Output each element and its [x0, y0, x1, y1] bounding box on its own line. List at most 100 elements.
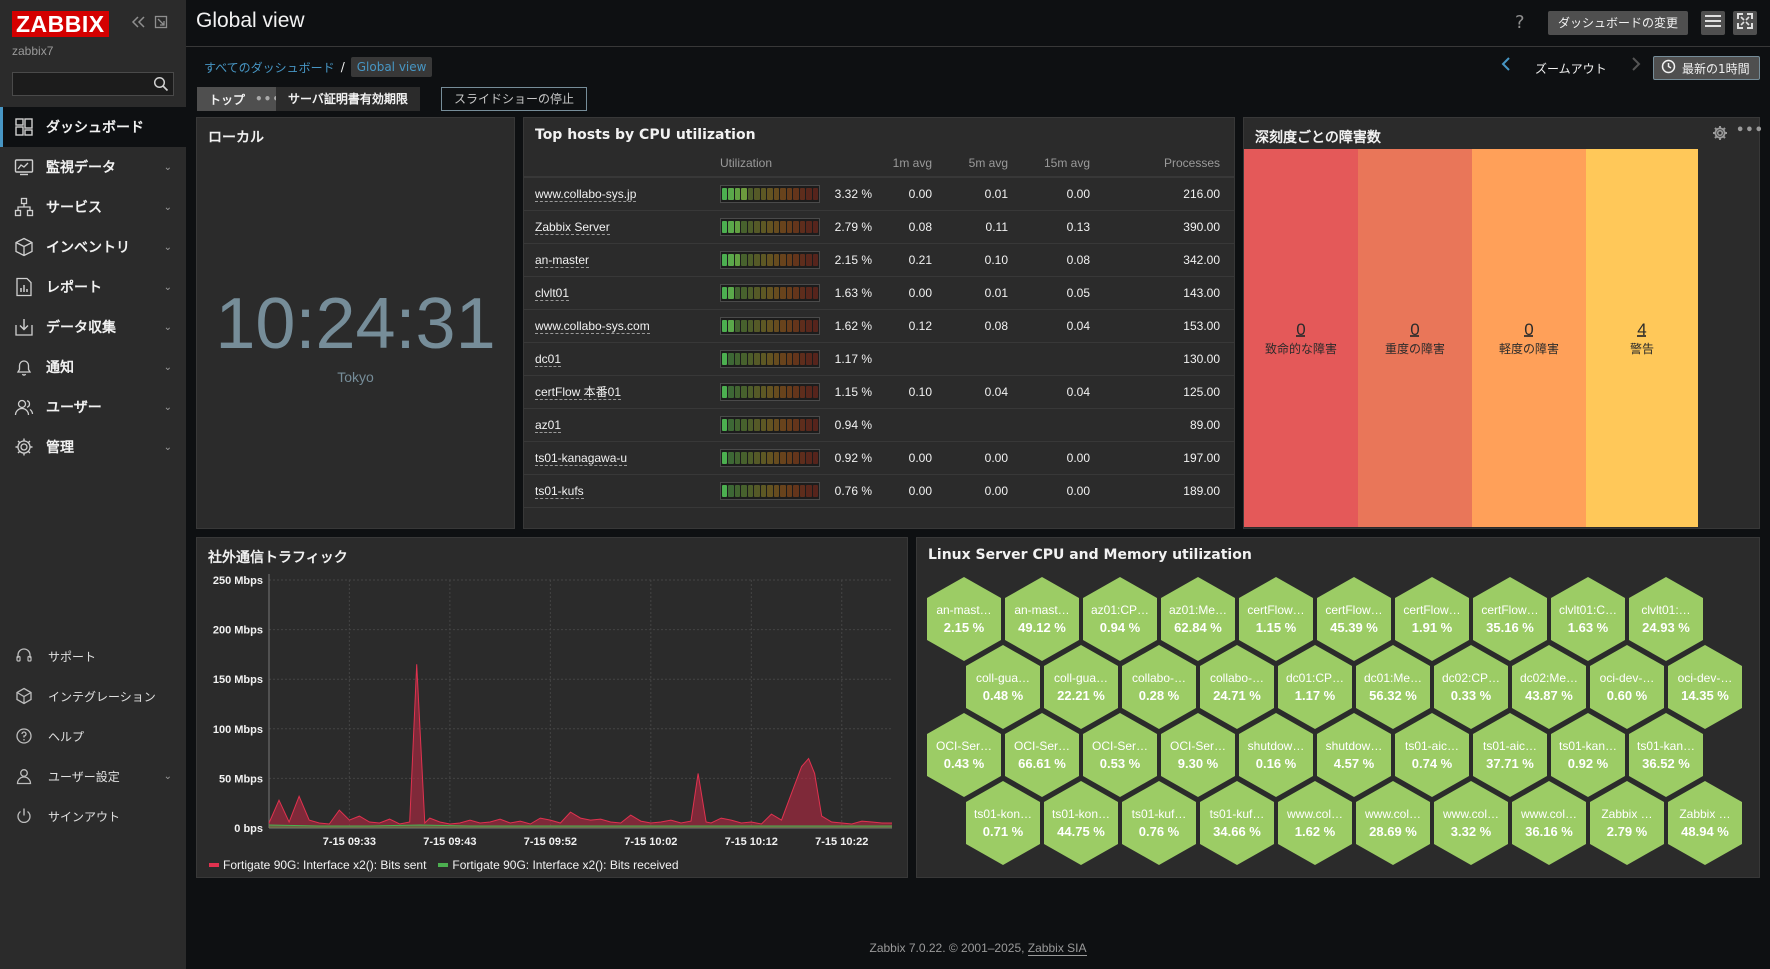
honeycomb-cell[interactable]: www.col… 36.16 % — [1512, 781, 1586, 865]
honeycomb-cell[interactable]: collabo-… 0.28 % — [1122, 645, 1196, 729]
breadcrumb-all-dashboards[interactable]: すべてのダッシュボード — [204, 60, 335, 75]
honeycomb-cell[interactable]: certFlow… 35.16 % — [1473, 577, 1547, 661]
help-icon[interactable]: ? — [1515, 12, 1525, 33]
severity-count[interactable]: 0 — [1296, 319, 1306, 339]
footer-link[interactable]: Zabbix SIA — [1027, 941, 1087, 956]
host-cell[interactable]: www.collabo-sys.jp — [524, 177, 720, 211]
honeycomb-cell[interactable]: dc01:Me… 56.32 % — [1356, 645, 1430, 729]
honeycomb-cell[interactable]: coll-gua… 0.48 % — [966, 645, 1040, 729]
honeycomb-cell[interactable]: Zabbix … 2.79 % — [1590, 781, 1664, 865]
honeycomb-cell[interactable]: clvlt01:… 24.93 % — [1629, 577, 1703, 661]
honeycomb-cell[interactable]: certFlow… 1.15 % — [1239, 577, 1313, 661]
host-name[interactable]: dc01 — [535, 351, 562, 367]
host-cell[interactable]: www.collabo-sys.com — [524, 309, 720, 343]
zabbix-logo[interactable]: ZABBIX — [12, 11, 109, 37]
host-cell[interactable]: az01 — [524, 408, 720, 442]
menu-item-monitoring[interactable]: 監視データ ⌄ — [0, 147, 186, 187]
host-name[interactable]: www.collabo-sys.com — [535, 318, 650, 334]
host-name[interactable]: www.collabo-sys.jp — [535, 186, 637, 202]
menu-item-inventory[interactable]: インベントリ ⌄ — [0, 227, 186, 267]
honeycomb-cell[interactable]: ts01-kan… 36.52 % — [1629, 713, 1703, 797]
host-name[interactable]: an-master — [535, 252, 590, 268]
honeycomb-cell[interactable]: collabo-… 24.71 % — [1200, 645, 1274, 729]
edit-dashboard-button[interactable]: ダッシュボードの変更 — [1548, 11, 1689, 35]
time-next-icon[interactable] — [1630, 56, 1642, 76]
stop-slideshow-button[interactable]: スライドショーの停止 — [441, 87, 588, 111]
honeycomb-cell[interactable]: Zabbix … 48.94 % — [1668, 781, 1742, 865]
menu-item-user-settings[interactable]: ユーザー設定 ⌄ — [0, 756, 186, 796]
severity-tile[interactable]: 0 重度の障害 — [1358, 149, 1472, 527]
menu-item-integrations[interactable]: インテグレーション — [0, 676, 186, 716]
honeycomb-cell[interactable]: OCI-Ser… 0.43 % — [927, 713, 1001, 797]
honeycomb-cell[interactable]: www.col… 3.32 % — [1434, 781, 1508, 865]
breadcrumb-current[interactable]: Global view — [350, 57, 433, 77]
menu-item-users[interactable]: ユーザー ⌄ — [0, 387, 186, 427]
honeycomb-cell[interactable]: certFlow… 45.39 % — [1317, 577, 1391, 661]
tab-menu-icon[interactable]: ••• — [255, 92, 282, 106]
honeycomb-cell[interactable]: dc01:CP… 1.17 % — [1278, 645, 1352, 729]
severity-count[interactable]: 0 — [1524, 319, 1534, 339]
host-cell[interactable]: dc01 — [524, 342, 720, 376]
honeycomb-cell[interactable]: clvlt01:C… 1.63 % — [1551, 577, 1625, 661]
honeycomb-cell[interactable]: ts01-kuf… 0.76 % — [1122, 781, 1196, 865]
time-prev-icon[interactable] — [1500, 56, 1512, 76]
menu-item-reports[interactable]: レポート ⌄ — [0, 267, 186, 307]
honeycomb-cell[interactable]: oci-dev-… 14.35 % — [1668, 645, 1742, 729]
host-cell[interactable]: Zabbix Server — [524, 210, 720, 244]
host-name[interactable]: az01 — [535, 417, 562, 433]
honeycomb-cell[interactable]: ts01-kuf… 34.66 % — [1200, 781, 1274, 865]
gear-icon[interactable] — [1712, 125, 1728, 145]
honeycomb-cell[interactable]: coll-gua… 22.21 % — [1044, 645, 1118, 729]
search-icon[interactable] — [153, 76, 169, 92]
host-cell[interactable]: an-master — [524, 243, 720, 277]
honeycomb-cell[interactable]: an-mast… 2.15 % — [927, 577, 1001, 661]
menu-item-administration[interactable]: 管理 ⌄ — [0, 427, 186, 467]
honeycomb-cell[interactable]: shutdow… 0.16 % — [1239, 713, 1313, 797]
honeycomb-cell[interactable]: ts01-aic… 37.71 % — [1473, 713, 1547, 797]
honeycomb-cell[interactable]: certFlow… 1.91 % — [1395, 577, 1469, 661]
honeycomb-cell[interactable]: az01:Me… 62.84 % — [1161, 577, 1235, 661]
menu-item-support[interactable]: サポート — [0, 636, 186, 676]
tab-top[interactable]: トップ ••• — [197, 87, 290, 111]
honeycomb-cell[interactable]: oci-dev-… 0.60 % — [1590, 645, 1664, 729]
host-cell[interactable]: ts01-kufs — [524, 474, 720, 508]
host-cell[interactable]: ts01-kanagawa-u — [524, 441, 720, 475]
honeycomb-cell[interactable]: OCI-Ser… 66.61 % — [1005, 713, 1079, 797]
host-name[interactable]: ts01-kufs — [535, 483, 584, 499]
widget-menu-icon[interactable]: ••• — [1736, 123, 1764, 138]
kiosk-sidebar-icon[interactable] — [154, 15, 168, 33]
severity-count[interactable]: 0 — [1410, 319, 1420, 339]
host-name[interactable]: Zabbix Server — [535, 219, 610, 235]
zoom-out-button[interactable]: ズームアウト — [1535, 62, 1607, 76]
host-name[interactable]: clvlt01 — [535, 285, 570, 301]
severity-count[interactable]: 4 — [1637, 319, 1647, 339]
menu-item-sign-out[interactable]: サインアウト — [0, 796, 186, 836]
search-input[interactable] — [12, 72, 174, 96]
honeycomb-cell[interactable]: dc02:Me… 43.87 % — [1512, 645, 1586, 729]
severity-tile[interactable]: 0 致命的な障害 — [1244, 149, 1358, 527]
honeycomb-cell[interactable]: ts01-kon… 44.75 % — [1044, 781, 1118, 865]
host-name[interactable]: ts01-kanagawa-u — [535, 450, 628, 466]
collapse-sidebar-icon[interactable] — [130, 15, 146, 33]
time-range-button[interactable]: 最新の1時間 — [1653, 56, 1760, 80]
honeycomb-cell[interactable]: OCI-Ser… 0.53 % — [1083, 713, 1157, 797]
menu-item-data-collection[interactable]: データ収集 ⌄ — [0, 307, 186, 347]
honeycomb-cell[interactable]: ts01-kan… 0.92 % — [1551, 713, 1625, 797]
host-cell[interactable]: certFlow 本番01 — [524, 375, 720, 409]
honeycomb-cell[interactable]: az01:CP… 0.94 % — [1083, 577, 1157, 661]
honeycomb-cell[interactable]: www.col… 1.62 % — [1278, 781, 1352, 865]
honeycomb-cell[interactable]: dc02:CP… 0.33 % — [1434, 645, 1508, 729]
severity-tile[interactable]: 0 軽度の障害 — [1472, 149, 1586, 527]
honeycomb-cell[interactable]: ts01-aic… 0.74 % — [1395, 713, 1469, 797]
severity-tile[interactable]: 4 警告 — [1586, 149, 1698, 527]
menu-item-help[interactable]: ヘルプ — [0, 716, 186, 756]
honeycomb-cell[interactable]: ts01-kon… 0.71 % — [966, 781, 1040, 865]
honeycomb-cell[interactable]: www.col… 28.69 % — [1356, 781, 1430, 865]
menu-item-dashboards[interactable]: ダッシュボード — [0, 107, 186, 147]
menu-item-alerts[interactable]: 通知 ⌄ — [0, 347, 186, 387]
honeycomb-cell[interactable]: an-mast… 49.12 % — [1005, 577, 1079, 661]
menu-item-services[interactable]: サービス ⌄ — [0, 187, 186, 227]
honeycomb-cell[interactable]: OCI-Ser… 9.30 % — [1161, 713, 1235, 797]
host-name[interactable]: certFlow 本番01 — [535, 385, 622, 400]
dashboard-actions-button[interactable] — [1701, 11, 1725, 35]
